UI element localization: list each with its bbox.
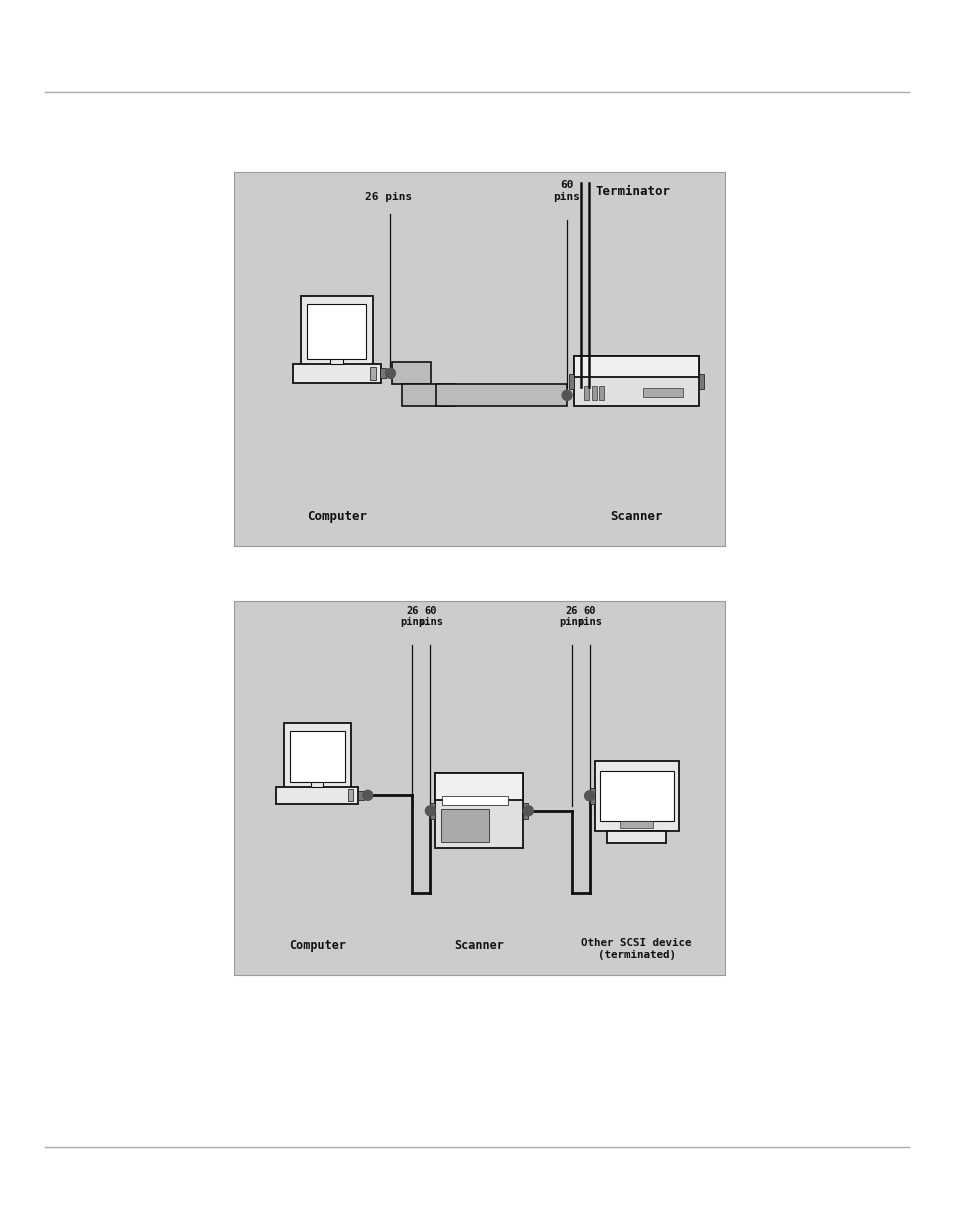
Bar [699,374,703,389]
Bar [401,384,455,406]
Text: 26
pins: 26 pins [558,606,583,627]
Bar [569,374,574,389]
Bar [435,773,523,800]
Bar [380,368,386,378]
Circle shape [523,806,533,816]
Bar [370,367,375,380]
Bar [642,389,682,398]
Bar [440,809,489,842]
Bar [233,172,724,546]
Bar [599,771,673,821]
Bar [311,777,323,787]
Text: Computer: Computer [307,509,367,523]
Bar [330,353,343,364]
Bar [392,362,431,384]
Bar [276,787,358,804]
Text: 60
pins: 60 pins [417,606,442,627]
Bar [594,761,678,831]
Bar [233,601,724,975]
Text: 60
pins: 60 pins [553,180,580,201]
Text: 26 pins: 26 pins [364,191,412,201]
Text: Scanner: Scanner [610,509,662,523]
Bar [442,796,508,805]
Bar [619,821,653,828]
Bar [598,387,603,400]
Bar [307,303,366,360]
Bar [357,790,363,800]
Bar [348,789,353,801]
Text: Other SCSI device
(terminated): Other SCSI device (terminated) [580,939,691,960]
Bar [591,387,596,400]
Bar [300,296,373,367]
Text: Scanner: Scanner [454,939,504,952]
Bar [430,802,435,818]
Circle shape [362,790,373,800]
Bar [589,788,594,804]
Bar [435,773,523,848]
Circle shape [561,390,572,400]
Bar [606,831,665,843]
Bar [583,387,589,400]
Text: Terminator: Terminator [595,185,669,198]
Text: Computer: Computer [289,939,345,952]
Circle shape [584,791,594,801]
Bar [523,802,528,818]
Bar [293,364,380,383]
Circle shape [425,806,435,816]
Bar [436,384,566,406]
Text: 60
pins: 60 pins [577,606,601,627]
Bar [574,356,699,406]
Bar [290,731,344,783]
Circle shape [385,368,395,378]
Bar [574,356,699,378]
Text: 26
pins: 26 pins [399,606,424,627]
Bar [283,724,351,790]
